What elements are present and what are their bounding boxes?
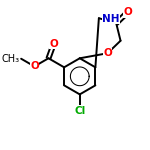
Text: O: O — [123, 7, 132, 17]
Text: O: O — [49, 39, 58, 49]
Text: Cl: Cl — [74, 106, 85, 116]
Text: O: O — [103, 48, 112, 58]
Text: NH: NH — [102, 14, 120, 24]
Text: CH₃: CH₃ — [2, 54, 20, 64]
Text: O: O — [30, 61, 39, 71]
